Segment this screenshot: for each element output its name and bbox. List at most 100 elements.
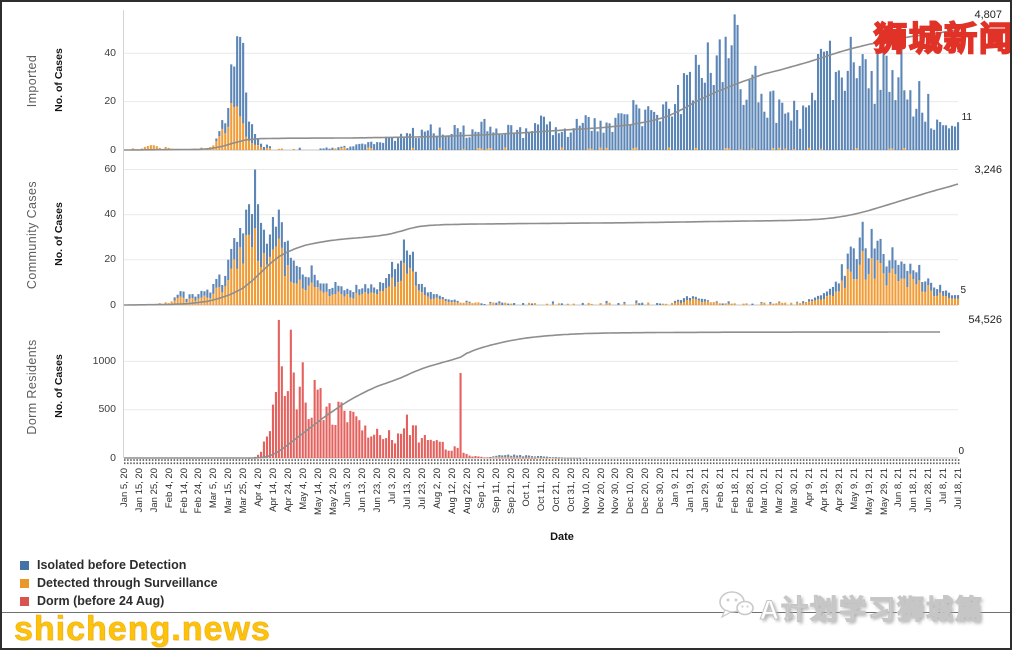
x-tick-label: Sep 21, 20 xyxy=(506,468,518,514)
legend-label: Dorm (before 24 Aug) xyxy=(37,594,165,608)
legend-swatch-orange xyxy=(20,578,29,588)
panel-2-bars xyxy=(248,319,587,459)
annotation-imported-total: 4,807 xyxy=(974,9,1002,21)
row-label-community: Community Cases xyxy=(25,180,39,290)
x-tick-label: Jun 28, 21 xyxy=(923,468,935,513)
x-tick-label: Jun 18, 21 xyxy=(908,468,920,513)
panel-1-bars xyxy=(158,169,960,305)
row-label-dorm: Dorm Residents xyxy=(25,339,39,435)
x-tick-label: Apr 14, 20 xyxy=(267,468,279,512)
watermark-bottom-right-text: A计划学习狮城篇 xyxy=(759,595,984,626)
y-tick-label: 40 xyxy=(104,208,116,221)
y-tick-label: 500 xyxy=(98,403,116,416)
x-tick-label: May 19, 21 xyxy=(863,468,875,515)
x-tick-label: Apr 4, 20 xyxy=(253,468,265,507)
legend-swatch-blue xyxy=(20,560,29,570)
watermark-top-right: 狮城新闻 xyxy=(873,19,1012,58)
y-tick-label: 0 xyxy=(110,298,116,311)
panel-0-cumulative-line xyxy=(124,29,959,151)
x-axis-title: Date xyxy=(550,531,574,543)
y-tick-label: 60 xyxy=(104,163,116,176)
legend-swatch-red xyxy=(20,596,29,606)
x-tick-label: Jun 8, 21 xyxy=(893,468,905,508)
legend-item-dorm: Dorm (before 24 Aug) xyxy=(20,592,218,610)
x-tick-label: Jul 13, 20 xyxy=(401,468,413,510)
x-tick-label: Aug 22, 20 xyxy=(461,468,473,514)
x-tick-label: Feb 18, 21 xyxy=(729,468,741,514)
x-tick-label: Apr 29, 21 xyxy=(833,468,845,512)
x-tick-label: Jan 9, 21 xyxy=(670,468,682,508)
x-tick-label: Jul 18, 21 xyxy=(953,468,964,510)
x-tick-label: Jan 15, 20 xyxy=(133,468,145,513)
x-tick-label: Feb 4, 20 xyxy=(163,468,175,509)
x-tick-label: Aug 12, 20 xyxy=(446,468,458,514)
panel-0-bars xyxy=(131,14,960,151)
x-tick-label: Feb 8, 21 xyxy=(714,468,726,509)
x-tick-label: Feb 14, 20 xyxy=(178,468,190,514)
x-tick-label: Jul 3, 20 xyxy=(387,468,399,504)
y-tick-label: 0 xyxy=(110,451,116,464)
x-tick-label: Feb 28, 21 xyxy=(744,468,756,514)
legend: Isolated before Detection Detected throu… xyxy=(20,556,218,610)
legend-label: Isolated before Detection xyxy=(37,558,187,572)
x-tick-label: Mar 30, 21 xyxy=(789,468,801,514)
x-tick-label: Mar 10, 21 xyxy=(759,468,771,514)
x-tick-marks xyxy=(124,459,960,465)
y-tick-label: 0 xyxy=(110,143,116,156)
panel-2-cumulative-line xyxy=(124,331,941,459)
x-tick-label: Aug 2, 20 xyxy=(431,468,443,509)
y-tick-label: 1000 xyxy=(92,354,116,367)
annotation-imported-last: 11 xyxy=(961,112,972,123)
wechat-icon xyxy=(718,590,754,625)
legend-item-isolated: Isolated before Detection xyxy=(20,556,218,574)
x-tick-label: May 14, 20 xyxy=(312,468,324,515)
x-tick-label: Jul 8, 21 xyxy=(938,468,950,504)
x-tick-label: Apr 9, 21 xyxy=(804,468,816,507)
x-tick-label: Jan 25, 20 xyxy=(148,468,160,513)
y-axis-title-imported: No. of Cases xyxy=(53,48,65,112)
x-tick-label: Jun 3, 20 xyxy=(342,468,354,508)
legend-label: Detected through Surveillance xyxy=(37,576,218,590)
x-tick-label: Jan 29, 21 xyxy=(699,468,711,513)
x-tick-label: May 4, 20 xyxy=(297,468,309,510)
legend-item-surveillance: Detected through Surveillance xyxy=(20,574,218,592)
y-tick-label: 40 xyxy=(104,46,116,59)
x-tick-label: Apr 19, 21 xyxy=(818,468,830,512)
x-tick-label: May 24, 20 xyxy=(327,468,339,515)
x-tick-label: Jan 5, 20 xyxy=(119,468,130,508)
watermark-bottom-left: shicheng.news xyxy=(14,610,271,648)
x-tick-label: Nov 10, 20 xyxy=(580,468,592,514)
annotation-community-total: 3,246 xyxy=(974,164,1002,176)
x-tick-label: Dec 20, 20 xyxy=(640,468,652,514)
x-tick-label: Mar 25, 20 xyxy=(238,468,250,514)
x-tick-label: Oct 21, 20 xyxy=(550,468,562,512)
x-tick-label: Oct 11, 20 xyxy=(536,468,547,512)
x-tick-label: Dec 10, 20 xyxy=(625,468,637,514)
x-tick-label: Jan 19, 21 xyxy=(684,468,696,513)
x-tick-label: Mar 20, 21 xyxy=(774,468,786,514)
chart-bottom-border xyxy=(2,612,1010,613)
x-tick-label: Nov 30, 20 xyxy=(610,468,622,514)
x-tick-label: May 29, 21 xyxy=(878,468,890,515)
x-tick-label: Jul 23, 20 xyxy=(416,468,428,510)
y-axis-title-dorm: No. of Cases xyxy=(53,354,65,418)
x-tick-label: May 9, 21 xyxy=(848,468,860,510)
annotation-dorm-last: 0 xyxy=(958,446,964,457)
y-tick-label: 20 xyxy=(104,95,116,108)
row-label-imported: Imported xyxy=(25,54,39,108)
x-tick-label: Jun 23, 20 xyxy=(372,468,384,513)
y-axis-title-community: No. of Cases xyxy=(53,202,65,266)
x-tick-label: Sep 11, 20 xyxy=(491,468,503,514)
watermark-bottom-right: A计划学习狮城篇 xyxy=(718,588,985,627)
x-tick-label: Mar 5, 20 xyxy=(208,468,220,509)
annotation-dorm-total: 54,526 xyxy=(968,314,1002,326)
x-tick-label: Jun 13, 20 xyxy=(357,468,369,513)
panel-1-cumulative-line xyxy=(124,183,959,306)
x-tick-label: Oct 31, 20 xyxy=(565,468,577,512)
x-tick-label: Dec 30, 20 xyxy=(655,468,667,514)
annotation-community-last: 5 xyxy=(960,285,966,296)
x-tick-label: Oct 1, 20 xyxy=(521,468,533,507)
x-tick-label: Sep 1, 20 xyxy=(476,468,488,509)
